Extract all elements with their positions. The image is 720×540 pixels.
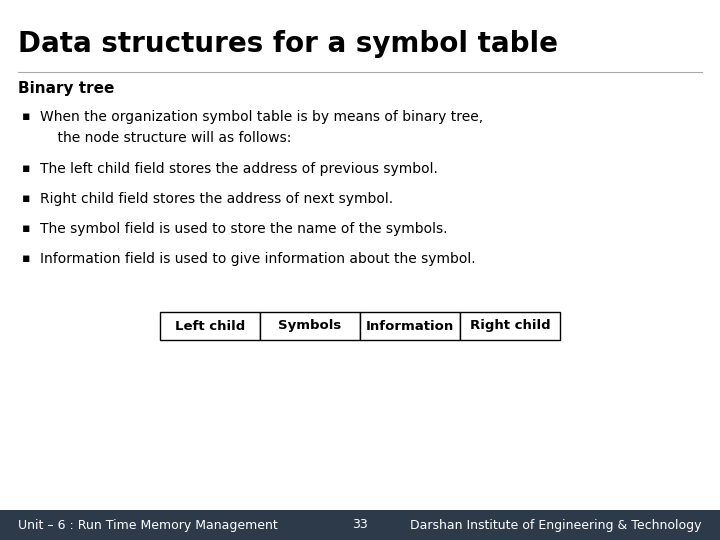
Bar: [0, 510, 720, 540]
Bar: [160, 312, 260, 340]
Text: The left child field stores the address of previous symbol.: The left child field stores the address …: [40, 162, 438, 176]
Text: Left child: Left child: [175, 320, 245, 333]
Bar: [260, 312, 360, 340]
Text: ▪: ▪: [22, 162, 30, 175]
Text: Data structures for a symbol table: Data structures for a symbol table: [18, 30, 558, 58]
Text: Unit – 6 : Run Time Memory Management: Unit – 6 : Run Time Memory Management: [18, 518, 278, 531]
Bar: [460, 312, 560, 340]
Text: The symbol field is used to store the name of the symbols.: The symbol field is used to store the na…: [40, 222, 448, 236]
Text: Right child field stores the address of next symbol.: Right child field stores the address of …: [40, 192, 393, 206]
Text: ▪: ▪: [22, 222, 30, 235]
Text: ▪: ▪: [22, 252, 30, 265]
Text: ▪: ▪: [22, 192, 30, 205]
Text: ▪: ▪: [22, 110, 30, 123]
Text: Darshan Institute of Engineering & Technology: Darshan Institute of Engineering & Techn…: [410, 518, 702, 531]
Text: 33: 33: [352, 518, 368, 531]
Text: When the organization symbol table is by means of binary tree,
    the node stru: When the organization symbol table is by…: [40, 110, 483, 145]
Text: Information: Information: [366, 320, 454, 333]
Bar: [360, 312, 460, 340]
Text: Symbols: Symbols: [279, 320, 341, 333]
Text: Binary tree: Binary tree: [18, 81, 114, 96]
Text: Information field is used to give information about the symbol.: Information field is used to give inform…: [40, 252, 476, 266]
Text: Right child: Right child: [469, 320, 550, 333]
